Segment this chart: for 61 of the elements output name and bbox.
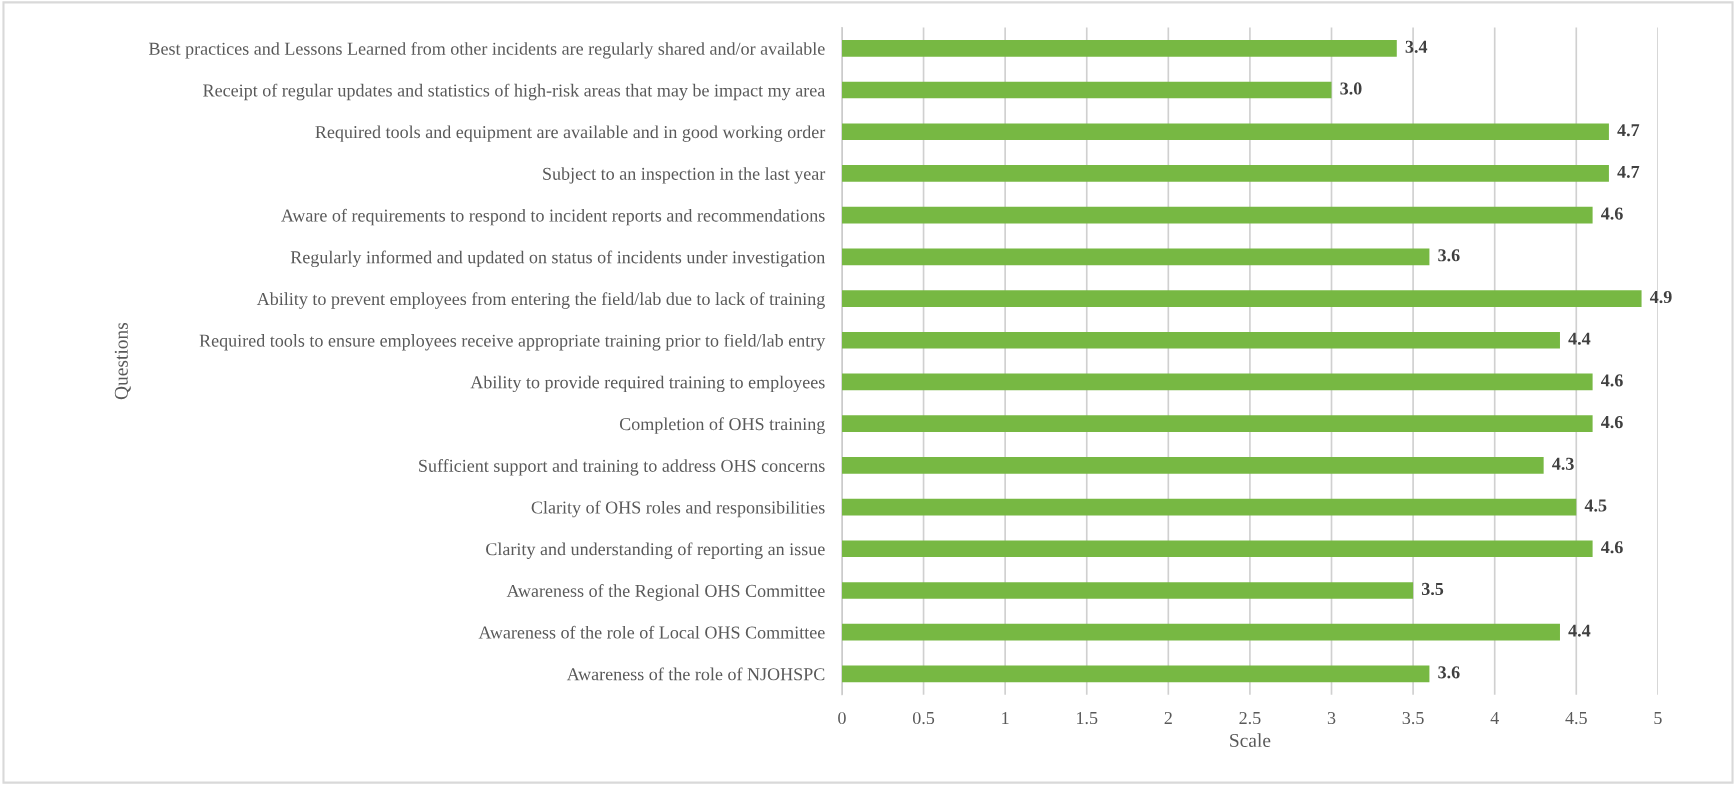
bar bbox=[841, 290, 1642, 307]
y-tick-label: Subject to an inspection in the last year bbox=[543, 167, 826, 184]
x-tick-label: 0.5 bbox=[912, 711, 935, 725]
y-tick-label: Awareness of the role of Local OHS Committee bbox=[478, 625, 825, 639]
y-tick-label: Receipt of regular updates and statistics of high-risk areas that may be impact my area bbox=[203, 83, 826, 101]
data-label: 3.6 bbox=[1438, 249, 1460, 262]
data-label: 3.6 bbox=[1438, 666, 1460, 679]
bar bbox=[841, 248, 1430, 266]
x-tick-label: 4.5 bbox=[1565, 712, 1587, 725]
data-label: 4.6 bbox=[1601, 207, 1623, 220]
data-label: 4.6 bbox=[1601, 541, 1623, 554]
y-tick-label: Required tools to ensure employees receive appropriate training prior to field/lab entry bbox=[199, 333, 826, 351]
y-tick-label: Required tools and equipment are available and in good working order bbox=[315, 125, 826, 142]
data-label: 3.5 bbox=[1421, 582, 1444, 596]
bar bbox=[841, 373, 1593, 391]
data-label: 4.4 bbox=[1568, 332, 1591, 345]
y-tick-label: Aware of requirements to respond to incident reports and recommendations bbox=[281, 208, 825, 226]
y-tick-label: Best practices and Lessons Learned from other incidents are regularly shared and/or available bbox=[148, 41, 825, 59]
x-tick-label: 3.5 bbox=[1402, 711, 1424, 725]
data-label: 4.6 bbox=[1601, 374, 1623, 387]
bar bbox=[841, 457, 1544, 474]
y-axis-title: Questions bbox=[114, 322, 131, 400]
y-tick-label: Ability to provide required training to employees bbox=[470, 375, 825, 393]
y-tick-label: Awareness of the Regional OHS Committee bbox=[506, 584, 825, 601]
x-tick-label: 3 bbox=[1327, 711, 1336, 725]
x-tick-label: 5 bbox=[1654, 712, 1662, 725]
data-label: 3.0 bbox=[1340, 82, 1362, 95]
x-axis-title: Scale bbox=[1230, 733, 1271, 748]
bar bbox=[841, 206, 1593, 224]
x-tick-label: 1.5 bbox=[1077, 712, 1098, 725]
bar bbox=[841, 81, 1332, 99]
data-label: 4.3 bbox=[1552, 457, 1574, 470]
y-tick-label: Clarity of OHS roles and responsibilities bbox=[531, 500, 825, 518]
y-tick-label: Regularly informed and updated on status of incidents under investigation bbox=[290, 250, 826, 268]
data-label: 3.4 bbox=[1405, 40, 1428, 53]
x-tick-label: 4 bbox=[1490, 712, 1499, 724]
y-tick-label: Clarity and understanding of reporting an issue bbox=[486, 542, 825, 560]
data-label: 4.9 bbox=[1649, 290, 1672, 304]
y-tick-label: Ability to prevent employees from entering the field/lab due to lack of training bbox=[256, 292, 825, 309]
data-label: 4.6 bbox=[1601, 416, 1623, 429]
bar bbox=[841, 665, 1430, 683]
bar bbox=[841, 498, 1577, 516]
bar bbox=[841, 123, 1609, 141]
y-tick-label: Completion of OHS training bbox=[619, 417, 825, 434]
x-tick-label: 2.5 bbox=[1239, 711, 1261, 725]
bar bbox=[841, 165, 1609, 182]
data-label: 4.7 bbox=[1617, 124, 1640, 137]
x-tick-label: 0 bbox=[838, 711, 846, 725]
bar bbox=[841, 540, 1593, 558]
x-tick-label: 2 bbox=[1164, 711, 1172, 724]
x-tick-label: 1 bbox=[1002, 712, 1009, 724]
bar bbox=[841, 623, 1560, 641]
data-label: 4.7 bbox=[1617, 165, 1640, 179]
bar bbox=[841, 582, 1414, 599]
bar bbox=[841, 415, 1593, 432]
y-tick-label: Awareness of the role of NJOHSPC bbox=[566, 667, 825, 681]
bar bbox=[841, 331, 1560, 349]
y-tick-label: Sufficient support and training to address OHS concerns bbox=[419, 459, 825, 476]
data-label: 4.4 bbox=[1568, 624, 1591, 637]
bar bbox=[841, 39, 1397, 57]
data-label: 4.5 bbox=[1584, 499, 1607, 512]
